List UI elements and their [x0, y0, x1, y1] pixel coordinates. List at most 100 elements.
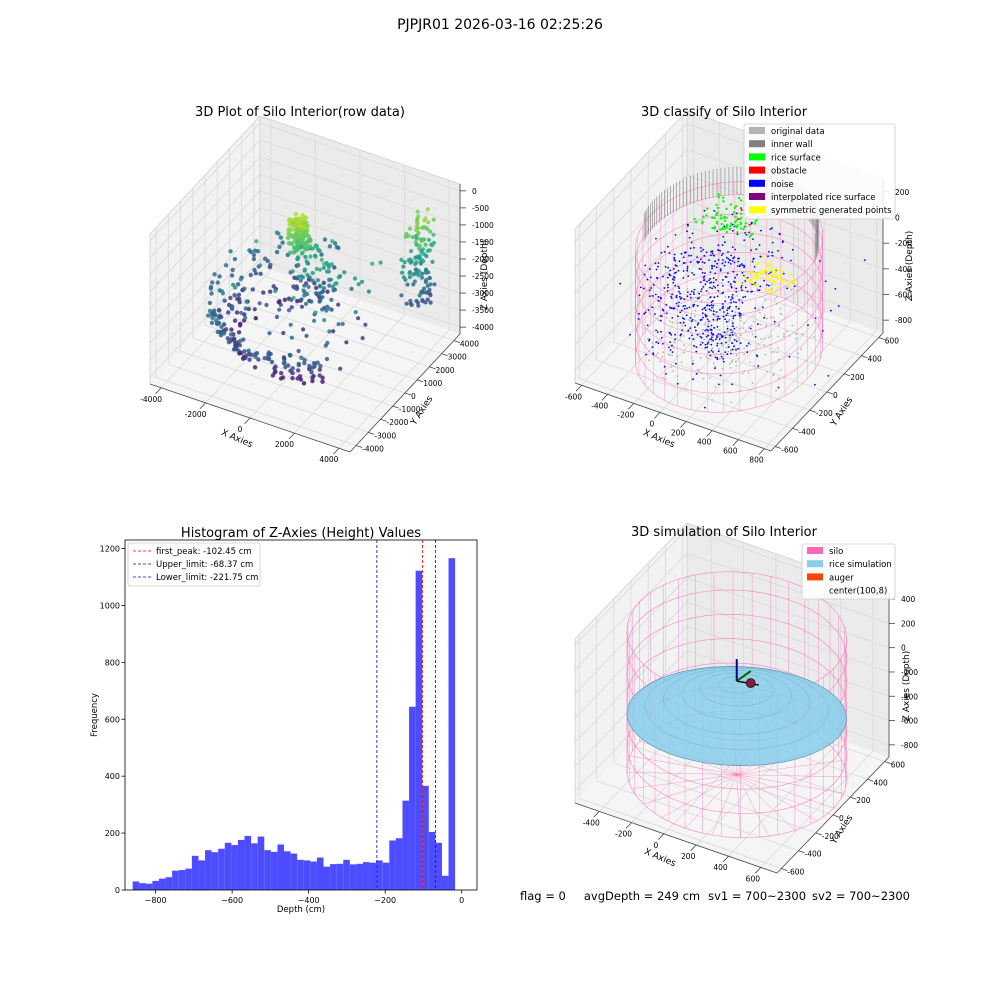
classify-legend-swatch	[749, 127, 765, 134]
raw-scatter-point	[212, 272, 217, 277]
classify-noise-point	[681, 309, 683, 312]
classify-noise-point	[724, 336, 727, 339]
classify-noise-point	[643, 273, 646, 276]
classify-original-point	[648, 359, 650, 362]
raw-z-tick-label: -500	[472, 204, 489, 213]
hist-bar	[382, 862, 390, 890]
classify-original-point	[724, 334, 727, 337]
raw-scatter-point	[321, 280, 326, 286]
classify-original-point	[748, 325, 751, 328]
classify-symmetric-point	[775, 273, 778, 276]
classify-noise-point	[643, 312, 646, 315]
classify-noise-point	[703, 209, 706, 212]
raw-scatter-point	[242, 312, 247, 317]
raw-scatter-point	[296, 361, 301, 367]
classify-noise-point	[713, 296, 716, 299]
raw-scatter-point	[222, 298, 227, 303]
classify-noise-point	[757, 289, 759, 292]
classify-noise-point	[755, 248, 758, 251]
raw-scatter-point	[248, 272, 253, 278]
classify-symmetric-point	[764, 288, 767, 291]
classify-noise-point	[660, 251, 663, 254]
raw-scatter-point	[289, 305, 294, 310]
simulation-z-tick-label: 400	[901, 595, 916, 604]
raw-scatter-point	[312, 318, 317, 323]
raw-scatter-point	[285, 235, 291, 241]
hist-bar	[251, 843, 258, 890]
hist-legend-frame	[127, 542, 261, 587]
classify-original-point	[683, 351, 686, 354]
classify-symmetric-point	[778, 276, 781, 279]
hist-x-tick-label: −600	[221, 896, 243, 905]
classify-noise-point	[657, 265, 659, 268]
hist-bar	[224, 842, 232, 890]
classify-noise-point	[711, 252, 714, 255]
classify-noise-point	[667, 245, 669, 248]
raw-scatter-point	[280, 240, 285, 245]
raw-scatter-point	[265, 356, 270, 361]
classify-noise-point	[738, 257, 740, 260]
classify-original-point	[683, 335, 685, 337]
hist-vlines	[376, 540, 436, 890]
raw-x-tick	[333, 447, 340, 455]
classify-noise-point	[736, 265, 739, 267]
classify-x-tick	[758, 448, 765, 455]
classify-original-point	[756, 288, 758, 290]
raw-scatter-point	[318, 267, 323, 272]
raw-scatter-point	[328, 277, 333, 282]
classify-original-point	[736, 295, 739, 297]
hist-bar	[303, 860, 311, 890]
raw-z-axis-label: Z Axies (Depth)	[480, 240, 490, 311]
classify-noise-point	[731, 246, 734, 249]
classify-noise-point	[675, 362, 677, 365]
classify-noise-point	[692, 304, 695, 306]
hist-bar	[244, 835, 252, 890]
classify-noise-point	[644, 311, 647, 314]
raw-scatter-point	[296, 274, 301, 279]
classify-noise-point	[737, 307, 740, 310]
classify-original-point	[773, 351, 776, 353]
raw-scatter-point	[413, 262, 418, 267]
raw-scatter-point	[253, 271, 259, 276]
raw-scatter-point	[269, 359, 275, 365]
simulation-z-tick-label: -600	[901, 717, 918, 726]
classify-original-point	[704, 323, 706, 326]
sim-silo-floor-spoke	[684, 774, 737, 829]
classify-rice-surface-point	[715, 220, 719, 224]
classify-noise-point	[720, 355, 723, 358]
classify-noise-point	[690, 290, 693, 293]
classify-noise-point	[733, 338, 736, 341]
hist-y-tick-label: 600	[105, 715, 120, 724]
classify-noise-point	[654, 262, 657, 265]
classify-rice-surface-point	[720, 222, 723, 226]
raw-scatter-point	[332, 265, 337, 270]
simulation-y-tick-label: -400	[805, 850, 822, 859]
classify-noise-point	[693, 274, 695, 276]
classify-noise-point	[651, 346, 654, 348]
classify-noise-point	[725, 320, 728, 323]
sim-silo-floor-spoke	[736, 774, 834, 809]
classify-noise-point	[648, 338, 651, 341]
classify-rice-surface-point	[725, 230, 729, 234]
classify-noise-point	[732, 229, 734, 232]
raw-y-tick-label: -1000	[399, 405, 421, 414]
classify-symmetric-point	[756, 273, 759, 277]
raw-scatter-point	[293, 211, 299, 217]
classify-tick-labels: -600-400-2000200400600800-600-400-200020…	[565, 188, 912, 465]
hist-bar	[178, 870, 186, 890]
raw-scatter-point	[324, 356, 330, 362]
hist-bar	[316, 857, 324, 890]
raw-scatter-point	[229, 273, 235, 278]
classify-noise-point	[735, 349, 737, 351]
classify-3d-scatter-chart: -600-400-2000200400600800-600-400-200020…	[565, 105, 915, 465]
raw-grid-z	[259, 156, 461, 226]
raw-scatter-point	[399, 257, 404, 262]
classify-original-point	[771, 283, 773, 286]
simulation-edge	[574, 522, 688, 640]
raw-grid-z	[149, 190, 261, 310]
raw-z-tick-label: -2000	[472, 255, 494, 264]
simulation-grid-y	[579, 798, 782, 869]
classify-noise-point	[709, 271, 712, 273]
classify-noise-point	[654, 293, 657, 296]
classify-noise-point	[746, 276, 749, 279]
